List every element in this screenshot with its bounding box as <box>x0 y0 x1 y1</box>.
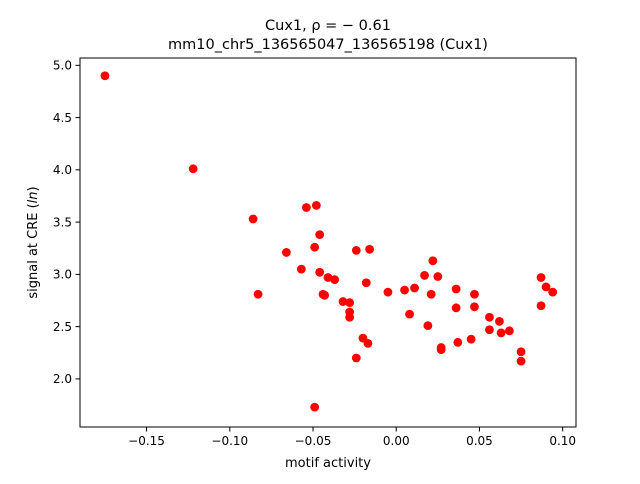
data-point <box>436 345 446 355</box>
data-point <box>536 301 546 311</box>
y-tick-label: 3.0 <box>53 268 72 282</box>
data-point <box>310 402 320 412</box>
y-ticks: 2.0 2.5 3.0 3.5 4.0 4.5 5.0 <box>53 59 80 386</box>
x-tick-label: 0.05 <box>466 434 493 448</box>
data-point <box>428 256 438 266</box>
data-point <box>466 334 476 344</box>
x-ticks: −0.15 −0.10 −0.05 0.00 0.05 0.10 <box>128 427 576 448</box>
data-point <box>296 264 306 274</box>
data-point <box>361 278 371 288</box>
x-tick-label: −0.15 <box>128 434 165 448</box>
data-point <box>351 245 361 255</box>
data-point <box>365 244 375 254</box>
data-point <box>320 290 330 300</box>
data-point <box>485 312 494 322</box>
data-point <box>470 289 479 299</box>
data-point <box>410 283 419 293</box>
data-point <box>516 347 526 357</box>
y-axis-label-suffix: ) <box>26 186 41 191</box>
data-point <box>495 317 504 326</box>
plot-frame <box>79 57 577 428</box>
data-point <box>188 164 198 174</box>
data-point <box>311 200 321 210</box>
y-axis-label: signal at CRE (ln) <box>26 186 41 298</box>
data-point <box>248 214 258 224</box>
data-point <box>301 203 311 212</box>
data-point <box>315 230 325 240</box>
data-point <box>253 289 263 299</box>
data-point <box>496 328 506 338</box>
y-tick-label: 3.5 <box>53 215 72 229</box>
y-tick-label: 4.5 <box>53 111 72 125</box>
data-point <box>485 325 494 335</box>
chart-title-line1: Cux1, ρ = − 0.61 <box>265 18 391 34</box>
data-point <box>426 289 436 299</box>
data-point <box>281 248 291 257</box>
x-tick-label: 0.10 <box>549 434 576 448</box>
x-tick-label: 0.00 <box>383 434 410 448</box>
chart-title-line2: mm10_chr5_136565047_136565198 (Cux1) <box>168 37 488 53</box>
data-point <box>420 271 429 280</box>
data-point <box>383 287 393 297</box>
x-tick-label: −0.10 <box>211 434 248 448</box>
data-point <box>100 71 110 81</box>
data-point <box>451 303 461 313</box>
data-point <box>330 275 340 285</box>
x-tick-label: −0.05 <box>295 434 332 448</box>
data-point <box>345 298 355 308</box>
data-point <box>541 282 551 292</box>
data-point <box>548 287 558 297</box>
data-point <box>405 309 414 319</box>
data-point <box>505 326 514 336</box>
data-point <box>433 272 443 281</box>
points-layer <box>100 71 558 412</box>
data-point <box>351 353 361 363</box>
x-axis-label: motif activity <box>285 456 371 471</box>
y-tick-label: 2.0 <box>53 372 72 386</box>
y-tick-label: 4.0 <box>53 163 72 177</box>
data-point <box>310 242 320 252</box>
y-axis-label-unit: ln <box>26 191 41 203</box>
data-point <box>338 297 348 306</box>
data-point <box>470 302 479 312</box>
y-tick-label: 2.5 <box>53 320 72 334</box>
data-point <box>315 267 325 277</box>
y-tick-label: 5.0 <box>53 59 72 73</box>
data-point <box>536 273 546 282</box>
data-point <box>400 285 409 295</box>
data-point <box>363 338 373 348</box>
data-point <box>323 273 333 282</box>
data-point <box>453 337 463 347</box>
data-point <box>423 321 433 330</box>
data-point <box>345 312 355 322</box>
data-point <box>516 356 526 366</box>
data-point <box>451 284 461 294</box>
y-axis-label-prefix: signal at CRE ( <box>26 203 41 298</box>
